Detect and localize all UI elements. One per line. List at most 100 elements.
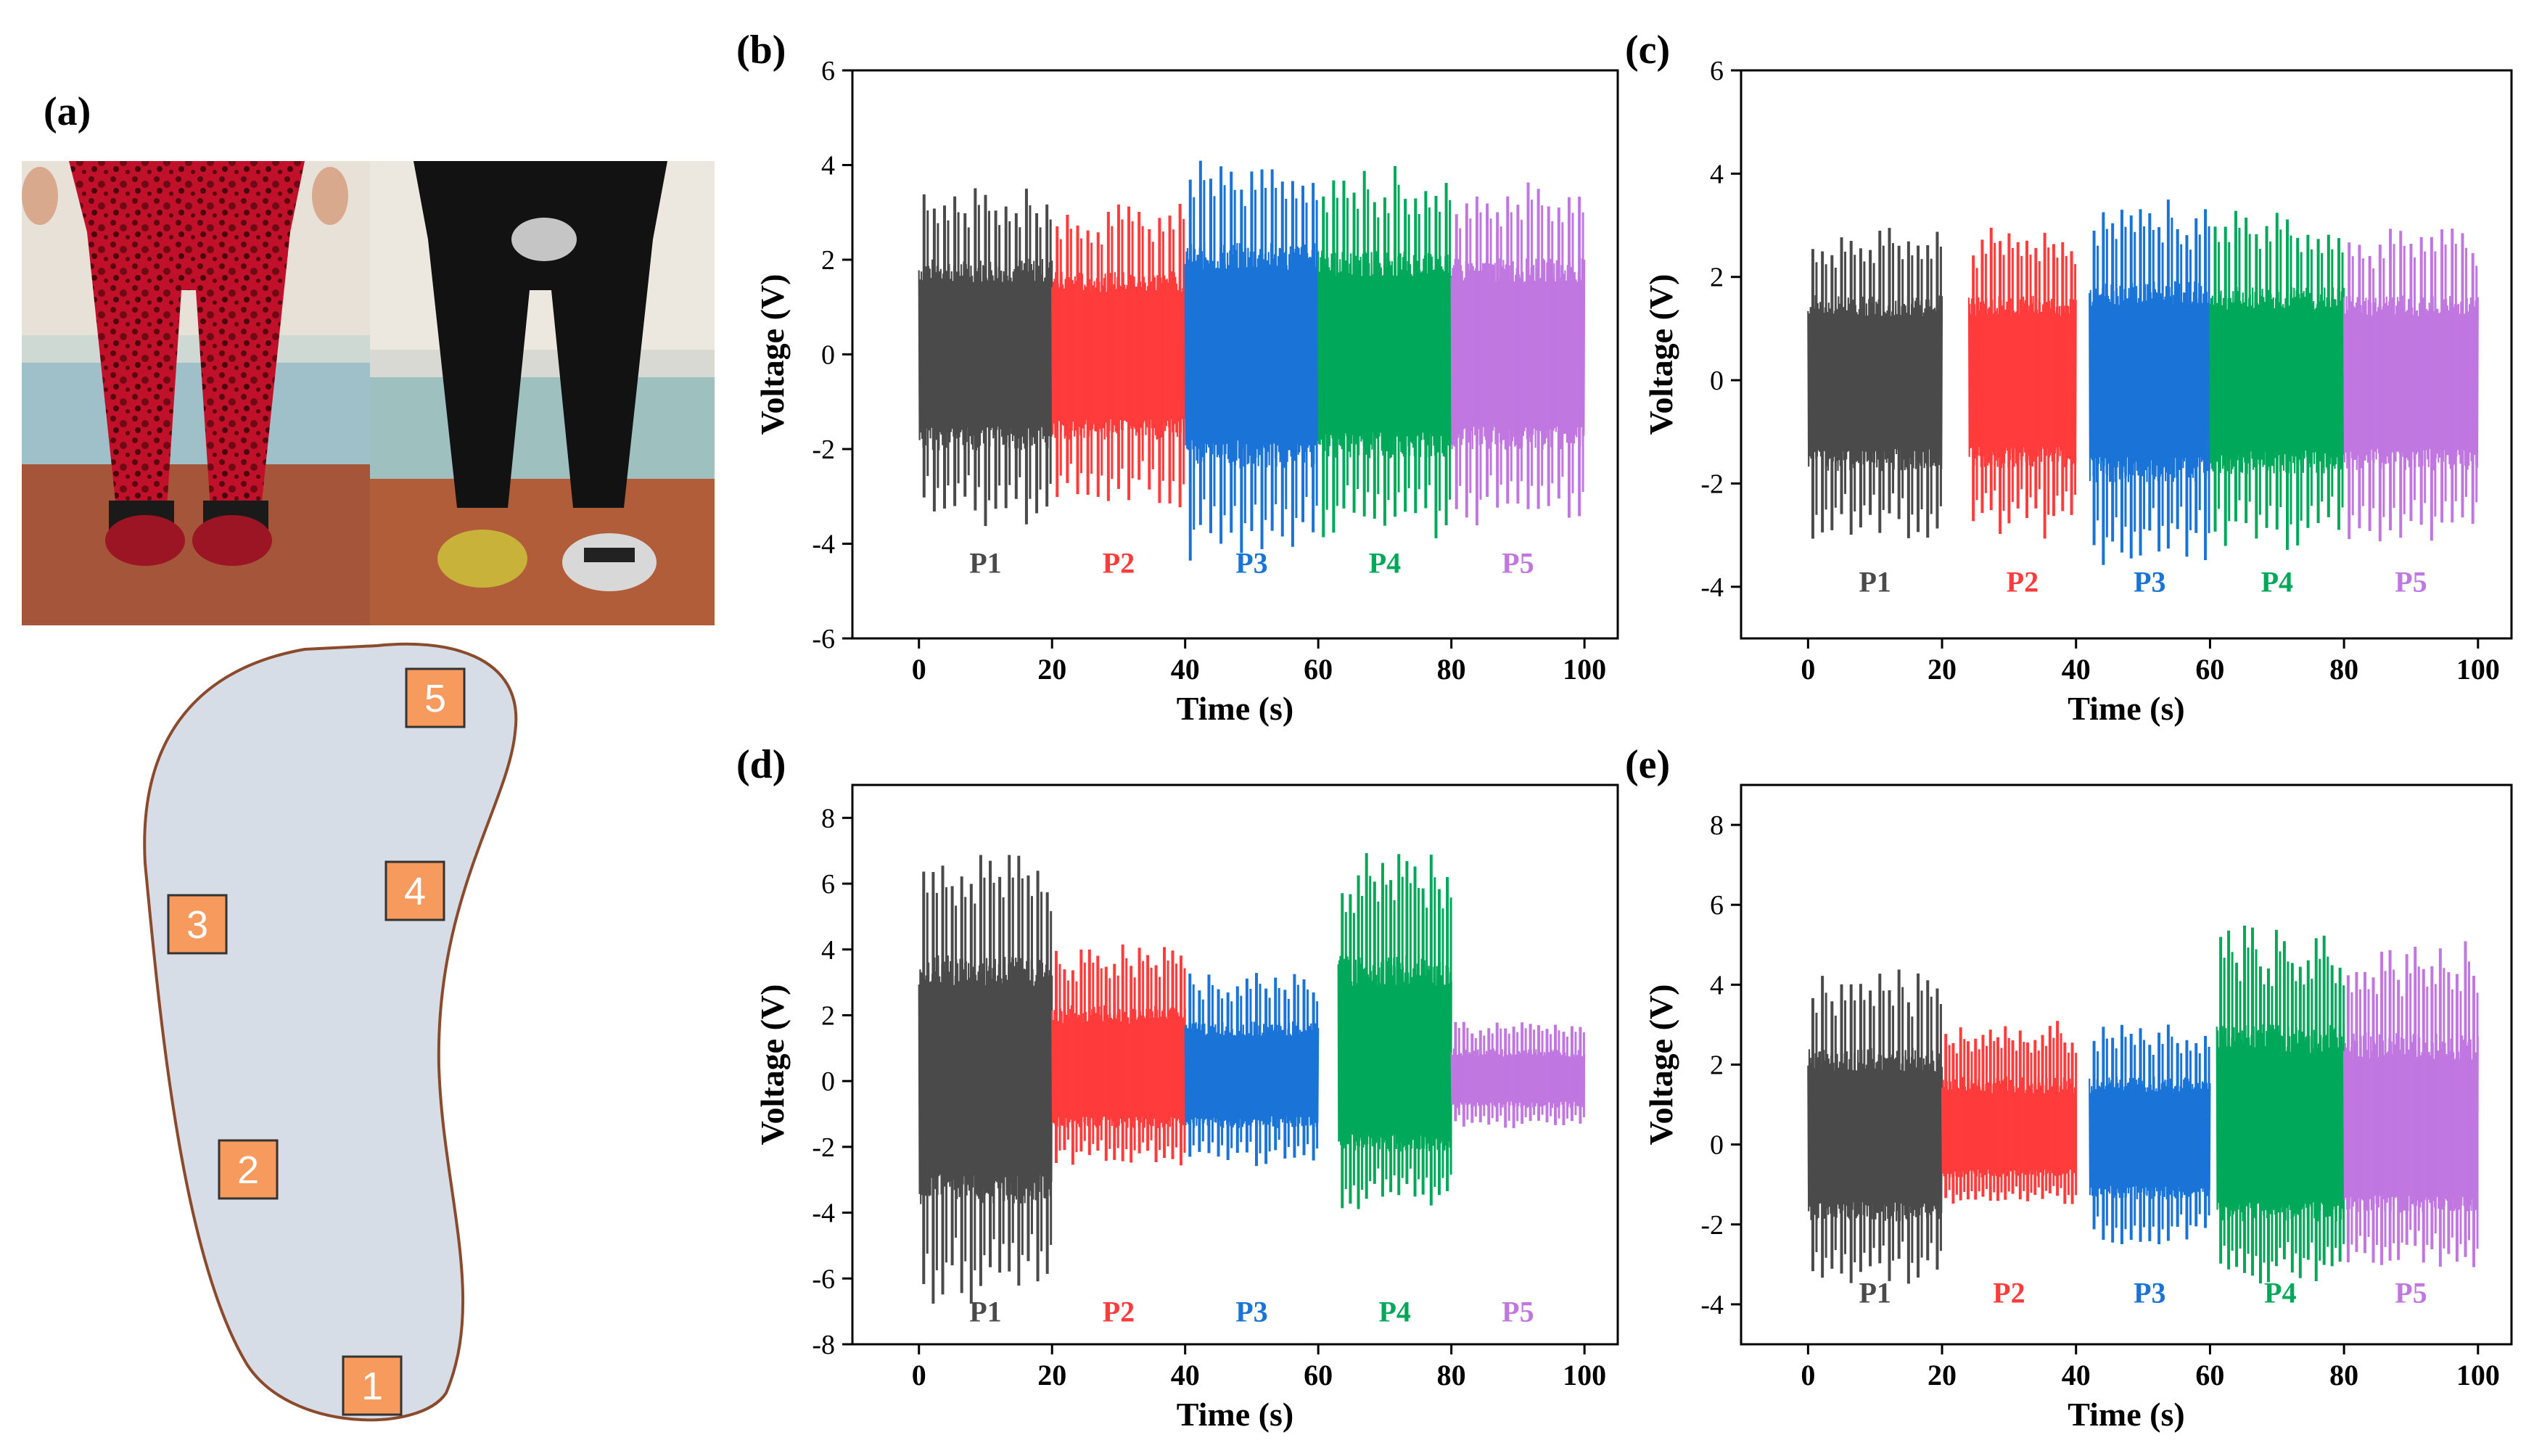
y-tick-label: -6 (812, 1264, 835, 1294)
y-axis-label: Voltage (V) (754, 274, 791, 435)
series-P3 (2089, 1024, 2211, 1245)
series-P5 (1450, 182, 1586, 526)
x-tick-label: 100 (1563, 1359, 1606, 1391)
svg-text:2: 2 (237, 1148, 259, 1192)
legend-P4: P4 (2261, 566, 2293, 599)
x-tick-label: 100 (1563, 653, 1606, 686)
series-P1 (918, 188, 1053, 527)
x-tick-label: 80 (2329, 1359, 2358, 1391)
x-axis-label: Time (s) (2068, 1396, 2184, 1433)
series-P5 (2343, 229, 2479, 542)
plot-frame (1740, 69, 2513, 640)
x-tick-label: 0 (1801, 1359, 1815, 1391)
x-tick-label: 100 (2456, 1359, 2500, 1391)
signal-band (1184, 1021, 1320, 1129)
legend-P2: P2 (1993, 1276, 2025, 1309)
svg-text:4: 4 (404, 870, 426, 913)
y-tick-label: -2 (1700, 1210, 1724, 1241)
y-tick-label: -6 (812, 624, 835, 654)
insole-diagram: 1 2 3 4 5 (143, 642, 518, 1422)
black-pants-photo (370, 161, 715, 625)
y-tick-label: 8 (1710, 810, 1724, 841)
x-axis-label: Time (s) (2068, 690, 2184, 727)
panel-label: (e) (1625, 742, 1670, 787)
sensor-1: 1 (342, 1355, 403, 1416)
svg-text:1: 1 (361, 1365, 383, 1408)
chart-b: (b) P1 P2 P3 P4 P5 0 20 40 60 80 100 -6 -4 -2 0 2 4 6 Time … (736, 28, 1619, 727)
chart-d: (d) P1 P2 P3 P4 P5 0 20 40 60 80 100 -8 -6 -4 -2 0 2 4 6 8 Ti… (736, 742, 1619, 1433)
series-P3 (2089, 200, 2211, 565)
x-tick-label: 60 (2195, 653, 2224, 686)
y-tick-label: 6 (821, 869, 835, 900)
y-tick-label: 4 (821, 151, 835, 181)
y-tick-label: 0 (821, 1066, 835, 1097)
y-tick-label: 0 (1710, 366, 1724, 396)
y-tick-label: 6 (821, 56, 835, 86)
sensor-4: 4 (384, 860, 445, 921)
svg-text:5: 5 (424, 677, 446, 720)
series-P1 (918, 855, 1053, 1304)
sensor-3: 3 (167, 894, 228, 955)
y-tick-label: 4 (1710, 970, 1724, 1000)
legend-P4: P4 (2264, 1276, 2296, 1309)
legend-P1: P1 (1859, 1276, 1891, 1309)
x-tick-label: 20 (1037, 1359, 1066, 1391)
panel-label-a: (a) (44, 89, 91, 134)
y-tick-label: -4 (1700, 1290, 1724, 1320)
x-tick-label: 60 (1304, 1359, 1333, 1391)
x-tick-label: 0 (1801, 653, 1815, 686)
legend-P1: P1 (1859, 566, 1891, 599)
x-tick-label: 100 (2456, 653, 2500, 686)
series-P4 (2216, 925, 2345, 1284)
y-tick-label: 4 (1710, 159, 1724, 189)
signal-band (1807, 295, 1943, 472)
y-tick-label: 2 (1710, 1050, 1724, 1081)
legend-P5: P5 (1502, 1296, 1534, 1328)
x-tick-label: 80 (1437, 1359, 1466, 1391)
series-P3 (1184, 973, 1320, 1167)
panel-label: (c) (1625, 28, 1670, 73)
y-tick-label: 2 (1710, 263, 1724, 293)
x-axis-label: Time (s) (1177, 690, 1293, 727)
legend-P3: P3 (1235, 547, 1267, 580)
legend-P1: P1 (969, 1296, 1001, 1328)
y-axis-label: Voltage (V) (1642, 274, 1679, 435)
signal-band (1807, 1048, 1943, 1222)
y-tick-label: 2 (821, 245, 835, 276)
chart-e: (e) P1 P2 P3 P4 P5 0 20 40 60 80 100 -4 -2 0 2 4 6 8 Time (… (1625, 742, 2513, 1433)
y-tick-label: 0 (821, 340, 835, 371)
x-axis-label: Time (s) (1177, 1396, 1293, 1433)
series-P2 (1941, 1021, 2078, 1204)
sensor-2: 2 (218, 1139, 279, 1200)
y-tick-label: 4 (821, 935, 835, 966)
series-P4 (1337, 853, 1452, 1209)
legend-P3: P3 (1235, 1296, 1267, 1328)
y-axis-label: Voltage (V) (1642, 984, 1679, 1146)
x-tick-label: 40 (2062, 653, 2091, 686)
series-P2 (1051, 204, 1186, 508)
insole-outline (143, 642, 518, 1422)
series-P1 (1807, 228, 1943, 539)
chart-c: (c) P1 P2 P3 P4 P5 0 20 40 60 80 100 -4 -2 0 2 4 6 Time (s… (1625, 28, 2513, 727)
x-tick-label: 60 (2195, 1359, 2224, 1391)
y-tick-label: -2 (812, 435, 835, 465)
y-tick-label: 0 (1710, 1130, 1724, 1161)
series-P1 (1807, 969, 1943, 1284)
legend-P5: P5 (2395, 1276, 2427, 1309)
y-tick-label: 6 (1710, 56, 1724, 86)
x-tick-label: 0 (912, 1359, 926, 1391)
series-P4 (2209, 210, 2345, 550)
svg-text:3: 3 (186, 903, 208, 947)
series-P2 (1051, 945, 1186, 1166)
signal-band (918, 955, 1053, 1204)
x-tick-label: 0 (912, 653, 926, 686)
x-tick-label: 80 (1437, 653, 1466, 686)
x-tick-label: 60 (1304, 653, 1333, 686)
legend-P3: P3 (2134, 566, 2165, 599)
y-tick-label: -8 (812, 1330, 835, 1360)
y-tick-label: -4 (1700, 572, 1724, 603)
x-tick-label: 40 (1171, 653, 1200, 686)
series-P5 (2343, 941, 2479, 1267)
y-tick-label: 2 (821, 1000, 835, 1031)
